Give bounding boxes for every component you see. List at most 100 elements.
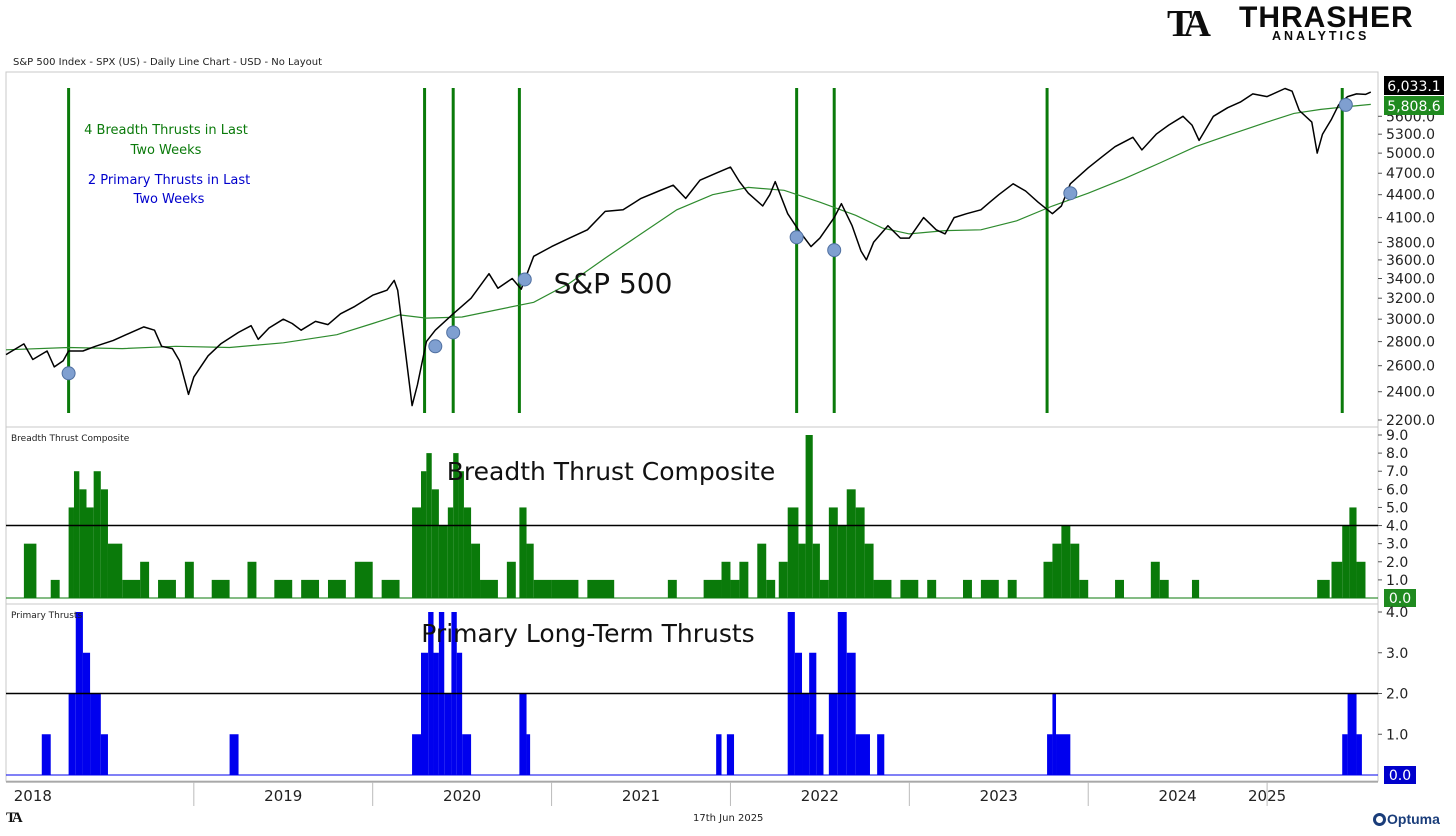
primary-bar xyxy=(1052,693,1057,775)
x-axis-year-label: 2023 xyxy=(980,787,1018,805)
price-y-tick-label: 5300.0 xyxy=(1386,127,1435,143)
breadth-bar xyxy=(1007,579,1017,598)
primary-last-value-label: 0.0 xyxy=(1389,768,1411,784)
primary-bar xyxy=(90,693,101,775)
breadth-bar xyxy=(927,579,937,598)
breadth-bar xyxy=(766,579,776,598)
primary-thrust-dot xyxy=(789,230,804,245)
primary-bar xyxy=(526,734,531,775)
x-axis-year-label: 2020 xyxy=(443,787,481,805)
breadth-bar xyxy=(1043,561,1053,598)
breadth-bar xyxy=(1070,543,1080,598)
breadth-bar xyxy=(533,579,552,598)
breadth-y-tick-label: 5.0 xyxy=(1386,500,1408,516)
breadth-bar xyxy=(1349,507,1357,598)
breadth-bar xyxy=(480,579,498,598)
breadth-last-value-box xyxy=(1384,589,1416,607)
primary-bar xyxy=(809,652,817,775)
breadth-bar xyxy=(1159,579,1169,598)
optuma-icon xyxy=(1373,813,1386,826)
primary-bar xyxy=(816,734,824,775)
primary-bar xyxy=(716,734,722,775)
breadth-y-tick-label: 4.0 xyxy=(1386,519,1408,535)
breadth-bar xyxy=(1115,579,1124,598)
breadth-bar xyxy=(805,435,813,598)
footer-bar: TA 17th Jun 2025 Optuma xyxy=(0,808,1456,836)
breadth-bar xyxy=(184,561,194,598)
breadth-bar xyxy=(551,579,579,598)
price-y-tick-label: 2800.0 xyxy=(1386,335,1435,351)
footer-date: 17th Jun 2025 xyxy=(693,813,764,824)
breadth-y-tick-label: 1.0 xyxy=(1386,573,1408,589)
primary-bar xyxy=(1342,734,1348,775)
price-y-tick-label: 2600.0 xyxy=(1386,359,1435,375)
chart-canvas: 2200.0 2400.0 2600.0 2800.0 3000.0 3200.0 3400… xyxy=(5,71,1444,806)
primary-thrust-dot xyxy=(1338,97,1353,112)
primary-bar xyxy=(68,693,76,775)
primary-bar xyxy=(828,693,838,775)
price-y-tick-label: 3600.0 xyxy=(1386,253,1435,269)
primary-bar xyxy=(412,734,421,775)
primary-y-tick-label: 1.0 xyxy=(1386,727,1408,743)
primary-bar xyxy=(456,652,463,775)
breadth-bar xyxy=(79,489,87,598)
breadth-y-tick-label: 9.0 xyxy=(1386,428,1408,444)
last-price-label: 6,033.1 xyxy=(1387,79,1440,95)
breadth-bar xyxy=(122,579,141,598)
brand-monogram: TA xyxy=(1167,3,1211,45)
breadth-bar xyxy=(980,579,999,598)
price-y-tick-label: 5000.0 xyxy=(1386,146,1435,162)
price-y-tick-label: 3000.0 xyxy=(1386,312,1435,328)
price-y-tick-label: 3200.0 xyxy=(1386,291,1435,307)
primary-thrust-dot xyxy=(61,366,76,381)
price-panel: 2200.0 2400.0 2600.0 2800.0 3000.0 3200.0 3400… xyxy=(5,71,1444,429)
primary-title: Primary Long-Term Thrusts xyxy=(421,619,754,648)
breadth-panel-label: Breadth Thrust Composite xyxy=(11,434,130,444)
breadth-bar xyxy=(1061,525,1071,598)
breadth-bar xyxy=(50,579,60,598)
breadth-bar xyxy=(587,579,615,598)
price-plot-area xyxy=(5,71,1379,429)
breadth-bar xyxy=(100,489,108,598)
breadth-bar xyxy=(140,561,150,598)
breadth-bar xyxy=(837,525,847,598)
breadth-bar xyxy=(93,471,101,598)
primary-bar xyxy=(846,652,856,775)
breadth-bar xyxy=(447,507,454,598)
footer-monogram: TA xyxy=(6,810,23,826)
breadth-bar xyxy=(963,579,972,598)
breadth-bar xyxy=(1052,543,1062,598)
breadth-plot-area xyxy=(5,426,1379,605)
breadth-bar xyxy=(812,543,820,598)
breadth-bar xyxy=(739,561,749,598)
brand-logo: TA THRASHER ANALYTICS xyxy=(1165,1,1445,46)
primary-thrust-dot xyxy=(827,243,842,258)
breadth-bar xyxy=(463,507,472,598)
primary-bar xyxy=(462,734,472,775)
price-y-tick-label: 3800.0 xyxy=(1386,235,1435,251)
breadth-bar xyxy=(757,543,767,598)
primary-thrust-dot xyxy=(428,339,443,354)
breadth-annotation-line1: 4 Breadth Thrusts in Last xyxy=(84,123,248,138)
optuma-logo: Optuma xyxy=(1373,811,1440,827)
primary-bar xyxy=(1347,693,1357,775)
breadth-bar xyxy=(107,543,123,598)
x-axis-year-label: 2022 xyxy=(801,787,839,805)
breadth-y-tick-label: 8.0 xyxy=(1386,446,1408,462)
primary-bar xyxy=(433,652,439,775)
price-y-tick-label: 4400.0 xyxy=(1386,188,1435,204)
breadth-bar xyxy=(458,471,464,598)
price-y-tick-label: 2400.0 xyxy=(1386,385,1435,401)
breadth-bar xyxy=(247,561,257,598)
primary-y-tick-label: 2.0 xyxy=(1386,687,1408,703)
breadth-bar xyxy=(787,507,799,598)
primary-annotation-line2: Two Weeks xyxy=(133,192,205,207)
breadth-bar xyxy=(846,489,856,598)
primary-bar xyxy=(100,734,108,775)
breadth-y-tick-label: 7.0 xyxy=(1386,464,1408,480)
primary-bar xyxy=(794,652,803,775)
x-axis-year-label: 2025 xyxy=(1248,787,1286,805)
price-panel-title: S&P 500 xyxy=(554,267,673,300)
primary-bar xyxy=(855,734,870,775)
ma-value-box xyxy=(1384,96,1444,115)
